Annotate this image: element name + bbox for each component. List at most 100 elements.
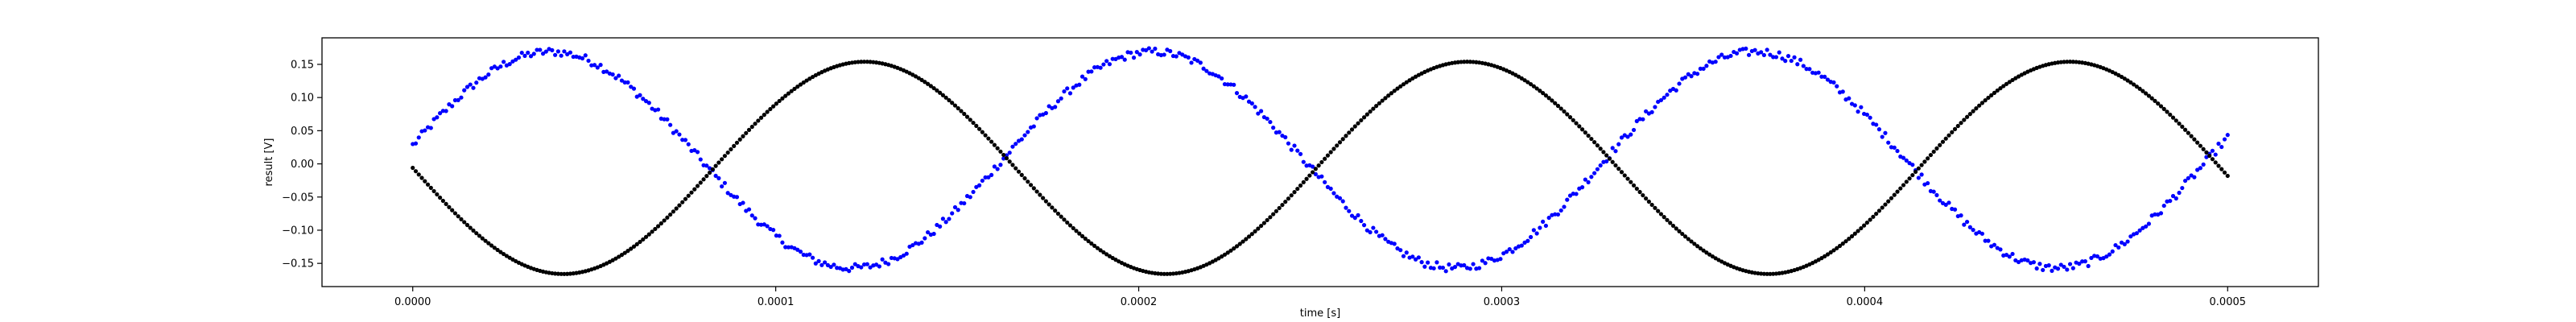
data-point-series-1: [904, 251, 909, 256]
data-point-series-1: [1277, 130, 1282, 134]
data-point-series-1: [868, 265, 873, 270]
data-point-series-2: [940, 93, 945, 97]
data-point-series-2: [1653, 205, 1657, 210]
data-point-series-2: [1577, 124, 1582, 129]
data-point-series-1: [428, 126, 433, 130]
data-point-series-1: [2083, 259, 2087, 264]
data-point-series-1: [1804, 67, 1809, 72]
data-point-series-2: [1625, 176, 1630, 181]
data-point-series-2: [444, 201, 448, 207]
data-point-series-2: [1553, 101, 1558, 105]
data-point-series-2: [713, 163, 718, 168]
data-point-series-2: [1104, 252, 1109, 257]
data-point-series-1: [1034, 116, 1039, 121]
data-point-series-1: [2110, 249, 2115, 254]
data-point-series-1: [1629, 132, 1633, 137]
data-point-series-1: [798, 250, 803, 254]
data-point-series-2: [1022, 175, 1027, 181]
data-point-series-1: [1013, 142, 1018, 147]
data-point-series-1: [2010, 251, 2015, 257]
data-point-series-1: [1682, 75, 1688, 80]
data-point-series-2: [1837, 243, 1843, 249]
data-point-series-1: [468, 82, 473, 87]
data-point-series-1: [1170, 53, 1176, 59]
data-point-series-2: [1849, 233, 1855, 239]
data-point-series-2: [452, 211, 458, 216]
data-point-series-2: [2146, 93, 2152, 98]
data-point-series-1: [1641, 117, 1645, 122]
data-point-series-2: [2153, 98, 2157, 103]
data-point-series-2: [1538, 89, 1542, 93]
data-point-series-2: [1319, 159, 1324, 165]
data-point-series-2: [1574, 121, 1579, 126]
data-point-series-1: [1413, 257, 1418, 262]
data-point-series-1: [1746, 52, 1752, 57]
data-point-series-1: [1268, 119, 1273, 125]
data-point-series-2: [1277, 205, 1282, 211]
data-point-series-2: [1886, 199, 1891, 204]
data-point-series-2: [1713, 256, 1718, 261]
data-point-series-1: [562, 49, 567, 54]
data-point-series-2: [798, 82, 803, 87]
data-point-series-1: [1119, 55, 1125, 60]
data-point-series-2: [671, 209, 676, 214]
data-point-series-2: [2074, 60, 2079, 64]
data-point-series-1: [619, 78, 625, 83]
data-point-series-2: [1401, 82, 1406, 87]
data-point-series-2: [1335, 143, 1340, 148]
data-point-series-2: [1989, 93, 1994, 97]
data-point-series-1: [832, 262, 836, 267]
data-point-series-2: [643, 234, 649, 239]
data-point-series-2: [1347, 130, 1352, 135]
data-point-series-2: [474, 231, 479, 236]
data-point-series-2: [1759, 271, 1764, 276]
data-point-series-1: [1323, 180, 1327, 184]
data-point-series-2: [1819, 256, 1824, 261]
data-point-series-2: [1225, 250, 1230, 255]
data-point-series-1: [1471, 262, 1476, 266]
data-point-series-1: [692, 148, 697, 153]
data-point-series-2: [1622, 173, 1627, 178]
data-point-series-2: [919, 77, 924, 82]
data-point-series-1: [1143, 47, 1149, 52]
data-point-series-1: [605, 69, 609, 74]
data-point-series-2: [438, 195, 443, 200]
data-point-series-1: [2161, 203, 2166, 208]
data-point-series-2: [1562, 109, 1567, 114]
data-point-series-1: [1904, 158, 1909, 163]
data-point-series-1: [1555, 212, 1561, 217]
data-point-series-2: [1462, 60, 1467, 64]
data-point-series-2: [1289, 193, 1294, 198]
y-axis: −0.15 −0.10 −0.05 0.00 0.05 0.10 0.15: [282, 59, 322, 270]
data-point-series-2: [1383, 96, 1388, 101]
data-point-series-1: [1616, 142, 1621, 147]
data-point-series-2: [1682, 234, 1688, 239]
data-point-series-2: [1034, 189, 1039, 194]
data-point-series-1: [2080, 259, 2085, 264]
data-point-series-2: [1856, 229, 1860, 233]
data-point-series-2: [1998, 86, 2003, 91]
data-point-series-1: [2007, 254, 2012, 259]
data-point-series-2: [801, 80, 806, 85]
data-point-series-1: [2177, 190, 2182, 196]
data-point-series-2: [1031, 186, 1036, 191]
data-point-series-1: [1168, 48, 1173, 54]
data-point-series-1: [1053, 105, 1058, 109]
data-point-series-1: [1271, 126, 1276, 130]
data-point-series-1: [801, 252, 806, 258]
data-point-series-2: [1971, 109, 1975, 114]
data-point-series-1: [1349, 213, 1355, 218]
data-point-series-2: [2131, 82, 2136, 87]
data-point-series-1: [1019, 137, 1024, 142]
data-point-series-2: [1043, 199, 1048, 204]
data-point-series-1: [1695, 72, 1700, 76]
data-point-series-1: [786, 245, 791, 250]
data-point-series-2: [1880, 205, 1885, 210]
data-point-series-1: [1792, 55, 1797, 60]
data-point-series-2: [447, 204, 452, 209]
data-point-series-1: [1452, 265, 1458, 270]
data-point-series-1: [1426, 260, 1430, 265]
data-point-series-2: [1649, 202, 1654, 208]
data-point-series-1: [1031, 124, 1036, 129]
data-point-series-1: [995, 167, 1000, 171]
